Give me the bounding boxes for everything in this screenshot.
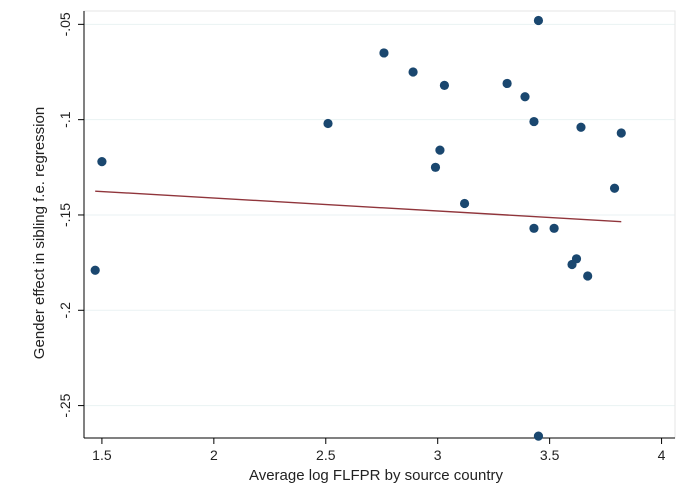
y-tick-label: -.05 [57, 12, 73, 36]
x-tick-label: 1.5 [92, 447, 112, 463]
x-tick-label: 3 [434, 447, 442, 463]
y-tick-label: -.2 [57, 302, 73, 319]
fit-line [95, 190, 622, 223]
scatter-point [435, 145, 445, 155]
scatter-point [430, 162, 441, 172]
x-tick-label: 2.5 [316, 447, 336, 463]
tick-labels: -.05 -.1 -.15 -.2 -.25 1.5 2 2.5 3 3.5 4 [57, 12, 666, 463]
scatter-point [90, 265, 100, 275]
scatter-point [571, 254, 582, 264]
scatter-point [520, 92, 530, 102]
x-tick-label: 3.5 [540, 447, 560, 463]
scatter-point [502, 78, 512, 89]
axes [78, 10, 676, 444]
scatter-point [533, 431, 544, 441]
x-tick-label: 2 [210, 447, 218, 463]
scatter-point [576, 122, 586, 132]
scatter-point [533, 15, 544, 26]
y-axis-title: Gender effect in sibling f.e. regression [31, 107, 48, 359]
x-tick-label: 4 [658, 447, 666, 463]
x-axis-title: Average log FLFPR by source country [249, 467, 504, 484]
scatter-point [583, 271, 593, 281]
scatter-point [616, 128, 626, 138]
y-tick-label: -.1 [57, 111, 73, 128]
scatter-point [323, 118, 333, 129]
y-tick-label: -.15 [57, 203, 73, 227]
scatter-point [529, 116, 539, 127]
scatter-point [408, 67, 418, 77]
scatter-point [529, 223, 539, 233]
scatter-point [609, 183, 620, 193]
data-points [90, 15, 626, 441]
scatter-point [439, 80, 450, 90]
y-tick-label: -.25 [57, 393, 73, 417]
gridlines [84, 23, 675, 407]
fit-line-group [95, 190, 622, 223]
scatter-point [459, 198, 470, 209]
scatter-point [549, 223, 559, 233]
scatter-point [97, 156, 107, 167]
scatter-point [379, 48, 389, 58]
